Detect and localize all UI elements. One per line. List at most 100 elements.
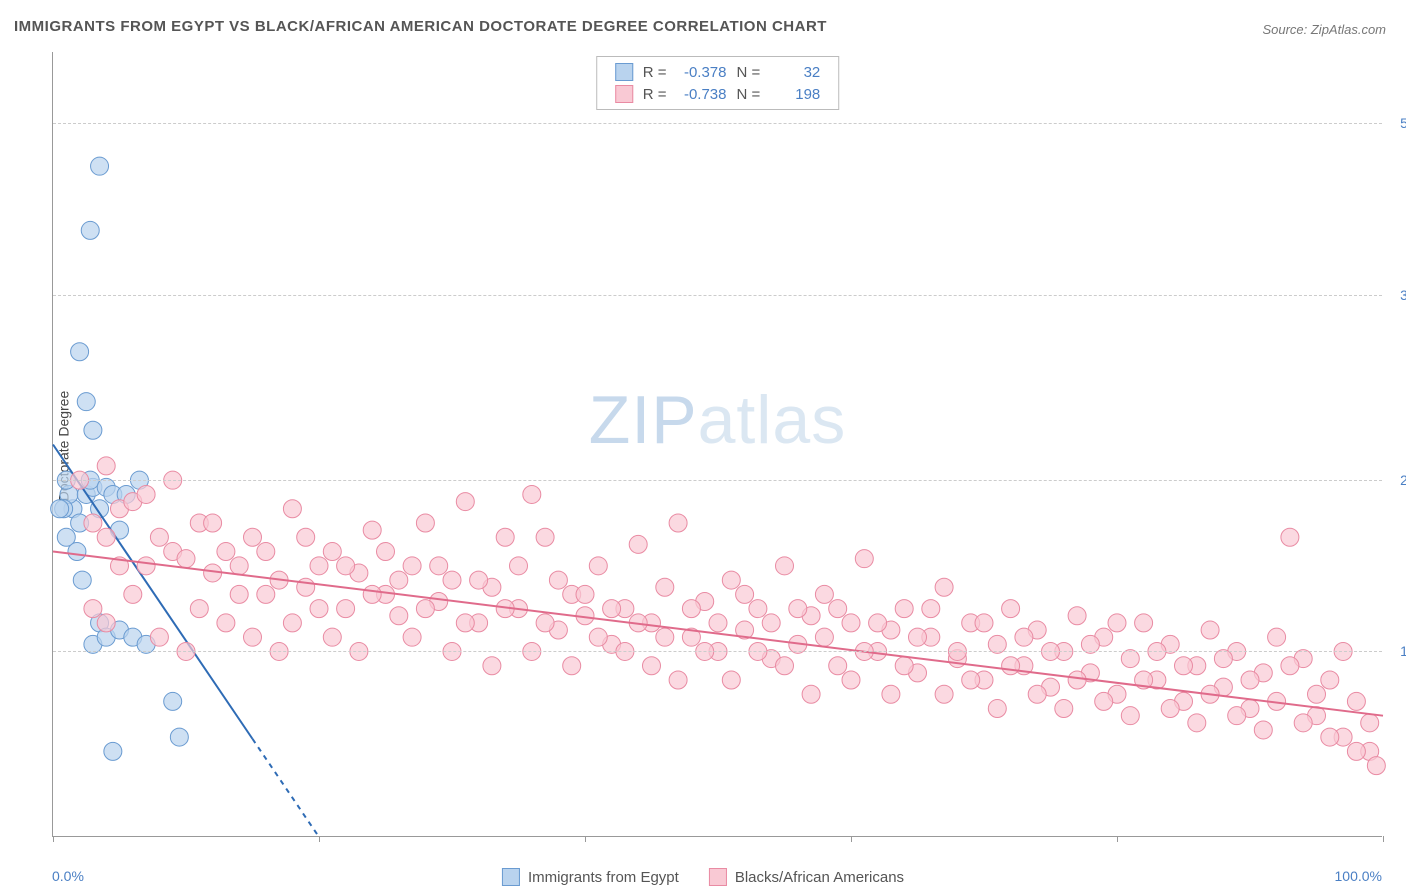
scatter-point (177, 550, 195, 568)
scatter-point (1068, 607, 1086, 625)
scatter-point (456, 493, 474, 511)
legend-item: Blacks/African Americans (709, 868, 904, 886)
scatter-point (1321, 728, 1339, 746)
r-value: -0.378 (677, 64, 727, 81)
scatter-point (736, 585, 754, 603)
scatter-point (257, 585, 275, 603)
scatter-point (190, 600, 208, 618)
scatter-point (549, 571, 567, 589)
plot-svg (53, 52, 1382, 836)
n-value: 198 (770, 86, 820, 103)
scatter-point (1121, 707, 1139, 725)
scatter-point (776, 657, 794, 675)
chart-title: IMMIGRANTS FROM EGYPT VS BLACK/AFRICAN A… (14, 18, 827, 35)
scatter-point (377, 543, 395, 561)
scatter-point (416, 600, 434, 618)
scatter-point (629, 535, 647, 553)
scatter-point (403, 628, 421, 646)
scatter-point (1108, 614, 1126, 632)
scatter-point (124, 585, 142, 603)
n-label: N = (737, 64, 761, 81)
scatter-point (682, 600, 700, 618)
stats-legend-box: R = -0.378 N = 32 R = -0.738 N = 198 (596, 56, 840, 110)
scatter-point (310, 600, 328, 618)
scatter-point (722, 571, 740, 589)
scatter-point (91, 157, 109, 175)
scatter-point (842, 671, 860, 689)
x-tick (1383, 836, 1384, 842)
n-label: N = (737, 86, 761, 103)
scatter-point (204, 514, 222, 532)
scatter-point (922, 600, 940, 618)
scatter-point (1055, 700, 1073, 718)
scatter-point (975, 614, 993, 632)
scatter-point (230, 557, 248, 575)
scatter-point (1068, 671, 1086, 689)
scatter-point (1161, 700, 1179, 718)
scatter-point (1241, 671, 1259, 689)
scatter-point (244, 628, 262, 646)
scatter-point (150, 528, 168, 546)
scatter-point (363, 521, 381, 539)
legend-label: Immigrants from Egypt (528, 869, 679, 886)
scatter-point (283, 500, 301, 518)
scatter-point (73, 571, 91, 589)
scatter-point (749, 600, 767, 618)
scatter-point (77, 393, 95, 411)
scatter-point (496, 528, 514, 546)
x-tick (851, 836, 852, 842)
scatter-point (1201, 621, 1219, 639)
scatter-point (104, 742, 122, 760)
scatter-point (323, 543, 341, 561)
scatter-point (1308, 685, 1326, 703)
n-value: 32 (770, 64, 820, 81)
scatter-point (709, 614, 727, 632)
scatter-point (257, 543, 275, 561)
legend-item: Immigrants from Egypt (502, 868, 679, 886)
scatter-point (1347, 692, 1365, 710)
scatter-point (523, 485, 541, 503)
scatter-point (762, 614, 780, 632)
scatter-point (297, 578, 315, 596)
scatter-point (1281, 528, 1299, 546)
scatter-point (1002, 657, 1020, 675)
scatter-point (536, 614, 554, 632)
r-label: R = (643, 64, 667, 81)
gridline (53, 480, 1382, 481)
bottom-legend: Immigrants from Egypt Blacks/African Ame… (502, 868, 904, 886)
scatter-point (510, 557, 528, 575)
scatter-point (51, 500, 69, 518)
scatter-point (443, 571, 461, 589)
scatter-point (855, 550, 873, 568)
scatter-point (815, 585, 833, 603)
scatter-point (789, 600, 807, 618)
scatter-point (164, 692, 182, 710)
scatter-point (81, 221, 99, 239)
scatter-point (217, 614, 235, 632)
scatter-point (802, 685, 820, 703)
scatter-point (137, 557, 155, 575)
scatter-point (1367, 757, 1385, 775)
r-label: R = (643, 86, 667, 103)
scatter-point (1175, 657, 1193, 675)
scatter-point (935, 685, 953, 703)
scatter-point (589, 557, 607, 575)
scatter-point (483, 657, 501, 675)
x-axis-min-label: 0.0% (52, 868, 84, 884)
scatter-point (776, 557, 794, 575)
scatter-point (337, 557, 355, 575)
scatter-point (337, 600, 355, 618)
scatter-point (1294, 714, 1312, 732)
legend-label: Blacks/African Americans (735, 869, 904, 886)
gridline (53, 123, 1382, 124)
scatter-point (1095, 692, 1113, 710)
scatter-point (84, 514, 102, 532)
scatter-point (84, 600, 102, 618)
scatter-point (669, 671, 687, 689)
scatter-point (1254, 721, 1272, 739)
scatter-point (390, 607, 408, 625)
scatter-point (669, 514, 687, 532)
stats-row: R = -0.738 N = 198 (615, 83, 821, 105)
scatter-point (829, 657, 847, 675)
scatter-point (895, 657, 913, 675)
